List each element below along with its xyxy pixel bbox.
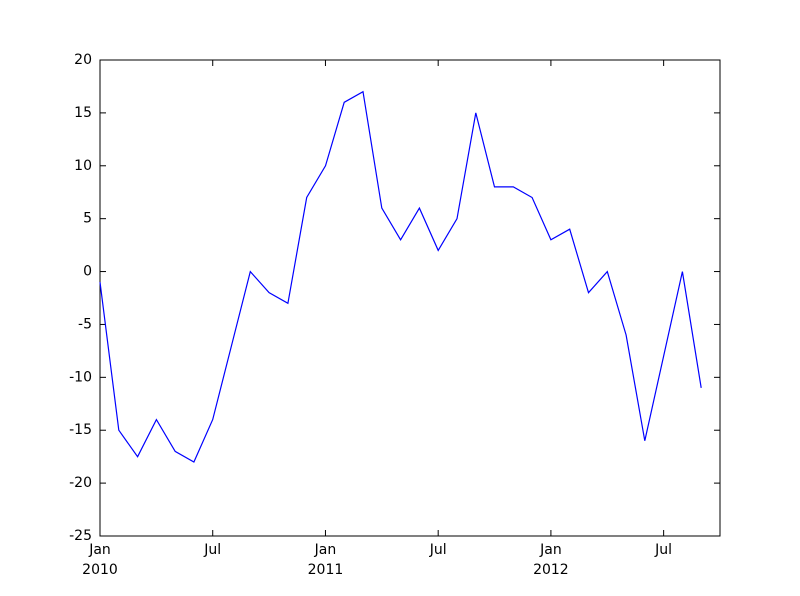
y-tick-label: 10 [74, 158, 92, 174]
x-tick-label: Jan 2012 [533, 542, 569, 578]
y-tick-label: -5 [78, 316, 92, 332]
y-tick-label: -20 [69, 475, 92, 491]
y-tick-label: -25 [69, 528, 92, 544]
y-tick-label: 15 [74, 105, 92, 121]
line-series [99, 90, 702, 463]
x-tick-label: Jul [429, 542, 447, 558]
plot-frame [99, 59, 721, 537]
x-tick-label: Jul [204, 542, 222, 558]
y-tick-label: 0 [83, 264, 92, 280]
x-tick-label: Jan 2010 [82, 542, 118, 578]
y-tick-label: 20 [74, 52, 92, 68]
y-tick-label: 5 [83, 211, 92, 227]
y-tick-label: -10 [69, 369, 92, 385]
x-tick-label: Jan 2011 [307, 542, 344, 578]
y-tick-label: -15 [69, 422, 92, 438]
x-tick-label: Jul [655, 542, 673, 558]
